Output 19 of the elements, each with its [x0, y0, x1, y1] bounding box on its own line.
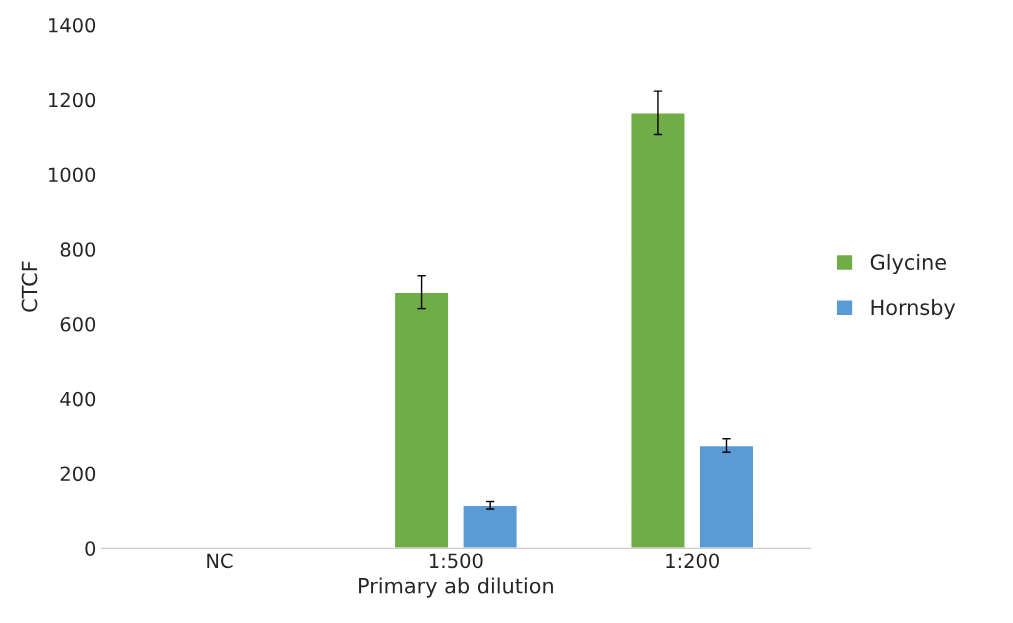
- y-axis-title: CTCF: [21, 261, 38, 312]
- x-tick-label: 1:500: [429, 553, 483, 569]
- legend-label: Hornsby: [871, 299, 956, 320]
- bar: [698, 444, 755, 549]
- bar: [630, 112, 686, 549]
- y-tick-label: 400: [60, 391, 96, 407]
- y-tick-label: 600: [60, 316, 96, 332]
- x-axis-title: Primary ab dilution: [359, 577, 553, 598]
- y-tick-label: 200: [60, 466, 96, 482]
- y-tick-label: 1400: [49, 17, 96, 33]
- x-tick-label: 1:200: [666, 553, 719, 569]
- legend-label: Glycine: [870, 253, 946, 275]
- bar: [393, 291, 450, 549]
- y-tick-label: 800: [60, 242, 96, 257]
- y-tick-label: 1000: [49, 167, 96, 183]
- y-tick-label: 1200: [49, 92, 96, 108]
- bar: [462, 504, 519, 549]
- y-tick-label: 0: [85, 541, 96, 556]
- x-tick-label: NC: [207, 553, 233, 569]
